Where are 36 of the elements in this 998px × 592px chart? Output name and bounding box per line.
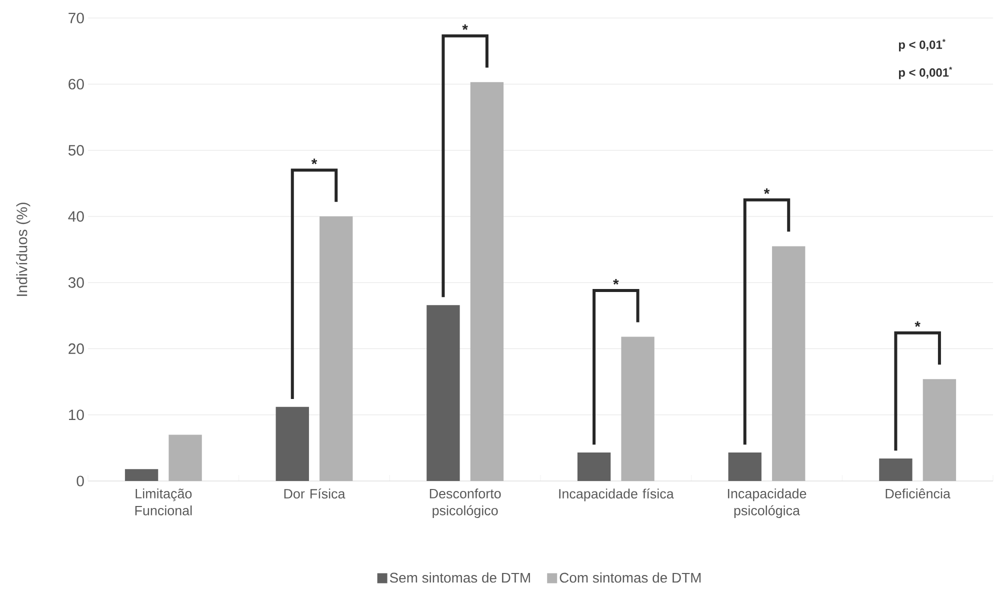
bar [276, 406, 309, 481]
y-tick-label: 20 [68, 343, 84, 354]
bar [320, 216, 353, 481]
y-tick-label: 70 [68, 12, 84, 24]
y-tick-label: 10 [69, 410, 84, 420]
y-tick-label: 40 [68, 211, 84, 222]
bar [577, 452, 611, 481]
bar [728, 452, 762, 481]
annotation: * [764, 188, 770, 194]
bar [621, 336, 654, 481]
bar [124, 469, 158, 481]
y-tick-label: 50 [68, 144, 84, 156]
annotation: * [311, 158, 318, 164]
bar [426, 305, 460, 481]
legend-label: Com sintomas de DTM [560, 572, 701, 583]
annotation: p < 0,001$^{*}$ [898, 66, 952, 80]
annotation: * [462, 24, 468, 30]
bar [922, 379, 956, 481]
x-tick-label: Dor Física [284, 488, 346, 499]
x-tick-label: Incapacidade psicológica [728, 488, 806, 518]
x-tick-label: Limitação Funcional [135, 488, 192, 516]
y-tick-label: 0 [76, 476, 84, 486]
annotation: * [914, 321, 920, 327]
annotation: * [613, 279, 619, 285]
y-tick-label: 30 [68, 277, 84, 288]
x-tick-label: Incapacidade física [559, 488, 674, 502]
bar [168, 434, 202, 481]
y-tick-label: 60 [68, 78, 84, 90]
x-tick-label: Desconforto psicológico [430, 488, 501, 518]
bar [470, 82, 504, 481]
y-axis-title: Indivíduos (%) [16, 202, 30, 296]
x-tick-label: Deficiência [886, 488, 950, 498]
bar [772, 246, 806, 481]
bar [879, 458, 912, 481]
annotation: p < 0,01$^{*}$ [898, 39, 946, 52]
legend-label: Sem sintomas de DTM [390, 572, 530, 583]
